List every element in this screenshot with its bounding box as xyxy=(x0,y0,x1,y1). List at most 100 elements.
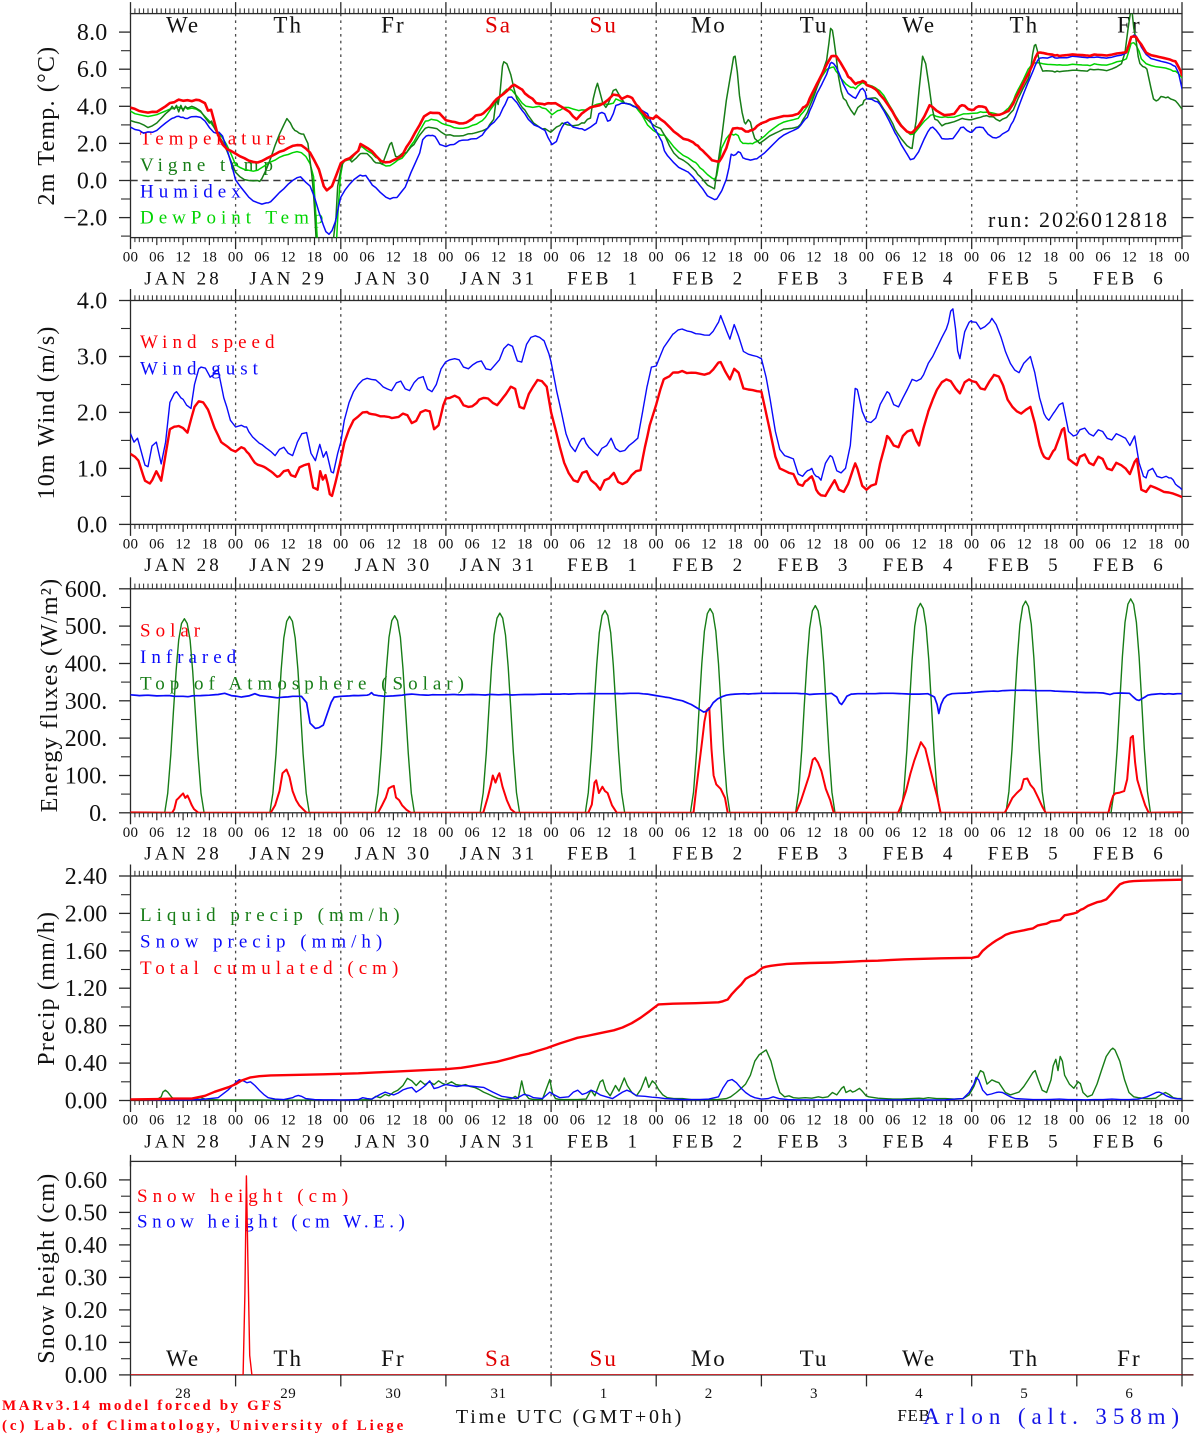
svg-text:JAN 31: JAN 31 xyxy=(460,844,538,865)
svg-text:2.40: 2.40 xyxy=(65,864,108,890)
svg-text:FEB: FEB xyxy=(897,1406,930,1425)
svg-text:00: 00 xyxy=(648,825,663,841)
svg-text:18: 18 xyxy=(202,1113,217,1129)
svg-text:12: 12 xyxy=(175,250,190,266)
svg-text:12: 12 xyxy=(911,1113,926,1129)
svg-text:18: 18 xyxy=(727,536,742,552)
svg-text:12: 12 xyxy=(280,536,295,552)
svg-text:00: 00 xyxy=(333,536,348,552)
svg-text:00: 00 xyxy=(123,1113,138,1129)
svg-text:12: 12 xyxy=(1017,1113,1032,1129)
svg-text:12: 12 xyxy=(701,1113,716,1129)
svg-text:00: 00 xyxy=(543,250,558,266)
svg-text:00: 00 xyxy=(1174,825,1189,841)
svg-text:18: 18 xyxy=(1148,250,1163,266)
svg-text:Mo: Mo xyxy=(691,1346,727,1371)
svg-text:Th: Th xyxy=(1010,13,1040,38)
svg-text:0.0: 0.0 xyxy=(77,169,108,195)
svg-text:FEB 3: FEB 3 xyxy=(777,268,850,289)
svg-text:18: 18 xyxy=(938,1113,953,1129)
svg-text:Time UTC (GMT+0h): Time UTC (GMT+0h) xyxy=(456,1406,684,1428)
svg-text:12: 12 xyxy=(701,250,716,266)
svg-text:06: 06 xyxy=(464,250,480,266)
svg-text:FEB 2: FEB 2 xyxy=(672,1131,745,1152)
svg-text:00: 00 xyxy=(1069,250,1084,266)
svg-text:100.: 100. xyxy=(65,764,108,790)
svg-text:06: 06 xyxy=(780,536,796,552)
svg-text:30: 30 xyxy=(385,1386,401,1402)
svg-text:06: 06 xyxy=(885,250,901,266)
svg-text:06: 06 xyxy=(359,1113,375,1129)
svg-text:18: 18 xyxy=(938,825,953,841)
svg-text:2.0: 2.0 xyxy=(77,131,108,157)
svg-text:12: 12 xyxy=(1122,536,1137,552)
svg-text:5: 5 xyxy=(1020,1386,1028,1402)
svg-text:06: 06 xyxy=(464,825,480,841)
svg-text:We: We xyxy=(902,1346,936,1371)
svg-text:FEB 3: FEB 3 xyxy=(777,844,850,865)
svg-text:06: 06 xyxy=(1095,1113,1111,1129)
svg-text:00: 00 xyxy=(333,825,348,841)
svg-text:JAN 29: JAN 29 xyxy=(249,268,327,289)
svg-text:18: 18 xyxy=(833,536,848,552)
svg-text:FEB 4: FEB 4 xyxy=(883,844,956,865)
svg-text:Sa: Sa xyxy=(485,1346,512,1371)
svg-text:18: 18 xyxy=(307,825,322,841)
svg-text:0.: 0. xyxy=(89,801,107,827)
svg-text:FEB 3: FEB 3 xyxy=(777,555,850,576)
svg-text:0.40: 0.40 xyxy=(65,1051,108,1077)
svg-text:00: 00 xyxy=(859,250,874,266)
svg-text:12: 12 xyxy=(911,250,926,266)
svg-text:FEB 5: FEB 5 xyxy=(988,555,1061,576)
svg-text:00: 00 xyxy=(648,250,663,266)
svg-text:0.10: 0.10 xyxy=(65,1330,108,1356)
svg-text:12: 12 xyxy=(491,536,506,552)
svg-text:12: 12 xyxy=(491,1113,506,1129)
svg-text:00: 00 xyxy=(438,1113,453,1129)
svg-text:Precip (mm/h): Precip (mm/h) xyxy=(34,911,60,1066)
svg-text:2m Temp. (°C): 2m Temp. (°C) xyxy=(34,46,60,206)
svg-text:00: 00 xyxy=(123,250,138,266)
svg-text:00: 00 xyxy=(228,1113,243,1129)
svg-text:18: 18 xyxy=(202,536,217,552)
svg-text:00: 00 xyxy=(1069,1113,1084,1129)
svg-text:12: 12 xyxy=(596,825,611,841)
svg-text:00: 00 xyxy=(228,825,243,841)
svg-text:JAN 30: JAN 30 xyxy=(355,555,433,576)
svg-text:18: 18 xyxy=(412,250,427,266)
svg-text:Su: Su xyxy=(590,1346,618,1371)
svg-text:10m Wind (m/s): 10m Wind (m/s) xyxy=(34,325,60,499)
svg-text:00: 00 xyxy=(754,250,769,266)
svg-text:12: 12 xyxy=(386,250,401,266)
svg-text:18: 18 xyxy=(307,250,322,266)
svg-text:18: 18 xyxy=(1148,825,1163,841)
svg-text:06: 06 xyxy=(254,250,270,266)
svg-text:00: 00 xyxy=(123,825,138,841)
svg-text:Th: Th xyxy=(1010,1346,1040,1371)
svg-text:FEB 6: FEB 6 xyxy=(1093,844,1166,865)
svg-text:18: 18 xyxy=(622,1113,637,1129)
svg-text:4.0: 4.0 xyxy=(77,94,108,120)
svg-text:12: 12 xyxy=(1017,250,1032,266)
svg-text:12: 12 xyxy=(911,536,926,552)
svg-text:00: 00 xyxy=(964,250,979,266)
svg-text:00: 00 xyxy=(964,1113,979,1129)
svg-text:JAN 29: JAN 29 xyxy=(249,844,327,865)
svg-text:06: 06 xyxy=(359,825,375,841)
svg-text:DewPoint Temp: DewPoint Temp xyxy=(140,208,328,229)
svg-text:JAN 29: JAN 29 xyxy=(249,1131,327,1152)
svg-text:Total cumulated (cm): Total cumulated (cm) xyxy=(140,958,403,979)
svg-text:2.0: 2.0 xyxy=(77,400,108,426)
svg-text:Th: Th xyxy=(273,1346,303,1371)
svg-text:0.00: 0.00 xyxy=(65,1363,108,1389)
svg-text:600.: 600. xyxy=(65,577,108,603)
svg-text:FEB 4: FEB 4 xyxy=(883,1131,956,1152)
svg-text:06: 06 xyxy=(675,825,691,841)
svg-text:00: 00 xyxy=(754,536,769,552)
svg-text:FEB 4: FEB 4 xyxy=(883,268,956,289)
svg-text:0.40: 0.40 xyxy=(65,1233,108,1259)
svg-text:06: 06 xyxy=(149,825,165,841)
svg-text:12: 12 xyxy=(386,536,401,552)
svg-text:18: 18 xyxy=(833,1113,848,1129)
svg-text:Top of Atmosphere (Solar): Top of Atmosphere (Solar) xyxy=(140,674,469,695)
